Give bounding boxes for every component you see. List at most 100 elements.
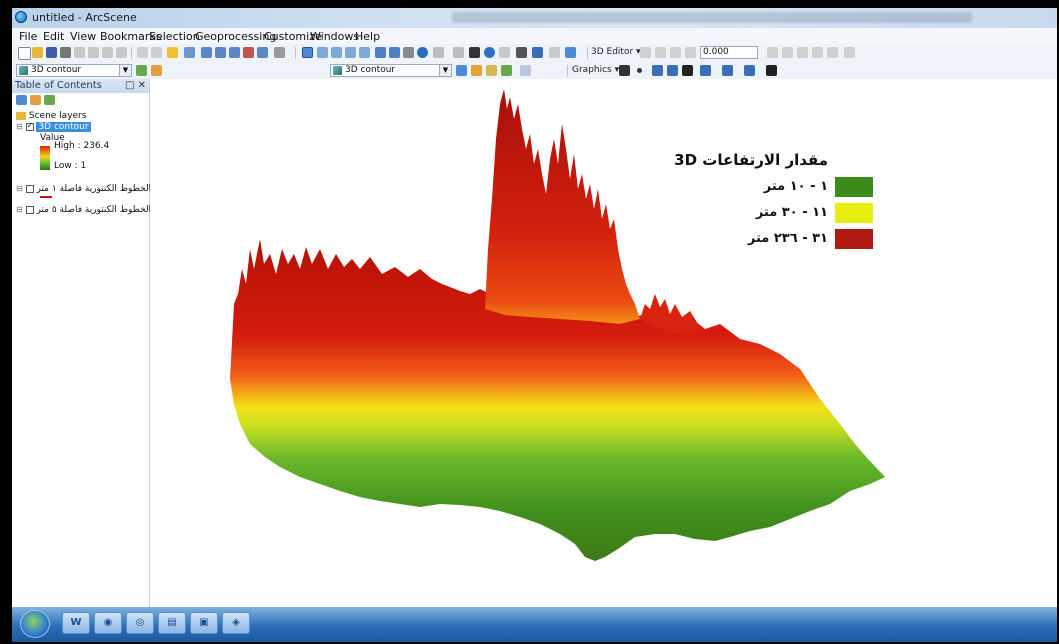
menu-edit[interactable]: Edit <box>43 30 65 43</box>
steepest-path-icon[interactable] <box>471 65 482 76</box>
toc-layer-contour-5m[interactable]: ⊟ الخطوط الكنتورية فاصلة ١ متر <box>16 184 151 194</box>
text-graphic-icon[interactable] <box>682 65 693 76</box>
z-value-icon[interactable] <box>685 47 696 58</box>
scene-view[interactable]: مقدار الارتفاعات 3D ١ - ١٠ متر ١١ - ٣٠ م… <box>150 79 1057 607</box>
scene-layers-group[interactable]: Scene layers <box>16 111 86 121</box>
center-on-target-icon[interactable] <box>331 47 342 58</box>
set-observer-icon[interactable] <box>359 47 370 58</box>
layer-name-3d-contour[interactable]: 3D contour <box>36 122 91 132</box>
taskbar-chrome-icon[interactable]: ◉ <box>94 612 122 634</box>
interpolate-point-icon[interactable] <box>520 65 531 76</box>
contour-icon[interactable] <box>456 65 467 76</box>
animation-icon[interactable] <box>565 47 576 58</box>
font-color-icon[interactable] <box>766 65 777 76</box>
edit-tool-icon[interactable] <box>640 47 651 58</box>
delete-icon[interactable] <box>116 47 127 58</box>
open-folder-icon[interactable] <box>32 47 43 58</box>
add-data-icon[interactable] <box>167 47 178 58</box>
fly-icon[interactable] <box>317 47 328 58</box>
chevron-down-icon[interactable]: ▼ <box>439 65 451 76</box>
measure-icon[interactable] <box>532 47 543 58</box>
editor-options-icon[interactable] <box>844 47 855 58</box>
clear-selection-icon[interactable] <box>453 47 464 58</box>
split-tool-icon[interactable] <box>767 47 778 58</box>
graphics-menu[interactable]: Graphics ▾ <box>572 65 620 75</box>
create-features-icon[interactable] <box>827 47 838 58</box>
collapse-icon[interactable]: ⊟ <box>16 205 23 214</box>
list-by-source-icon[interactable] <box>30 95 41 105</box>
sketch-tool-icon[interactable] <box>670 47 681 58</box>
collapse-icon[interactable]: ⊟ <box>16 122 23 131</box>
undo-icon[interactable] <box>137 47 148 58</box>
toc-pane-buttons[interactable]: □ ✕ <box>124 80 146 91</box>
sketch-properties-icon[interactable] <box>812 47 823 58</box>
taskbar-ie-icon[interactable]: ◎ <box>126 612 154 634</box>
edit-annotation-icon[interactable] <box>655 47 666 58</box>
arctoolbox-icon[interactable] <box>243 47 254 58</box>
catalog-window-icon[interactable] <box>215 47 226 58</box>
select-features-icon[interactable] <box>433 47 444 58</box>
paste-icon[interactable] <box>102 47 113 58</box>
save-icon[interactable] <box>46 47 57 58</box>
chevron-down-icon[interactable]: ▼ <box>119 65 131 76</box>
z-value-input[interactable]: 0.000 <box>700 46 758 59</box>
layer-visibility-checkbox[interactable]: ✓ <box>25 121 34 131</box>
select-graphics-icon[interactable] <box>619 65 630 76</box>
point-graphic-icon[interactable] <box>637 68 642 73</box>
toc-window-icon[interactable] <box>201 47 212 58</box>
layer-name-contour-1m[interactable]: الخطوط الكنتورية فاصلة ٥ متر <box>36 205 152 215</box>
zoom-out-icon[interactable] <box>389 47 400 58</box>
taskbar-arcscene-icon[interactable]: ◈ <box>222 612 250 634</box>
pan-icon[interactable] <box>403 47 414 58</box>
full-extent-icon[interactable] <box>417 47 428 58</box>
menu-geoprocessing[interactable]: Geoprocessing <box>195 30 277 43</box>
layout-icon[interactable] <box>549 47 560 58</box>
rotate-tool-icon[interactable] <box>782 47 793 58</box>
marker-color-icon[interactable] <box>700 65 711 76</box>
3d-analyst-icon[interactable] <box>136 65 147 76</box>
layer-combo-right[interactable]: 3D contour ▼ <box>330 64 452 77</box>
select-elements-icon[interactable] <box>469 47 480 58</box>
list-by-visibility-icon[interactable] <box>44 95 55 105</box>
taskbar-app-icon[interactable]: ▣ <box>190 612 218 634</box>
layer-visibility-checkbox[interactable] <box>25 184 34 193</box>
list-by-drawing-order-icon[interactable] <box>16 95 27 105</box>
menu-customize[interactable]: Customize <box>264 30 322 43</box>
redo-icon[interactable] <box>151 47 162 58</box>
toc-layer-3d-contour[interactable]: ⊟ ✓ 3D contour <box>16 121 91 132</box>
polygon-graphic-icon[interactable] <box>667 65 678 76</box>
zoom-to-target-icon[interactable] <box>345 47 356 58</box>
cut-icon[interactable] <box>74 47 85 58</box>
zoom-in-icon[interactable] <box>375 47 386 58</box>
3d-editor-menu[interactable]: 3D Editor ▾ <box>591 47 641 57</box>
print-icon[interactable] <box>60 47 71 58</box>
scene-properties-icon[interactable] <box>184 47 195 58</box>
fill-color-icon[interactable] <box>744 65 755 76</box>
navigate-icon[interactable] <box>302 47 313 58</box>
menu-bookmarks[interactable]: Bookmarks <box>100 30 162 43</box>
interpolate-icon[interactable] <box>151 65 162 76</box>
layer-combo-left[interactable]: 3D contour ▼ <box>16 64 132 77</box>
profile-graph-icon[interactable] <box>501 65 512 76</box>
html-popup-icon[interactable] <box>499 47 510 58</box>
layer-name-contour-5m[interactable]: الخطوط الكنتورية فاصلة ١ متر <box>36 184 152 194</box>
line-graphic-icon[interactable] <box>652 65 663 76</box>
python-window-icon[interactable] <box>257 47 268 58</box>
find-icon[interactable] <box>516 47 527 58</box>
title-bar[interactable]: untitled - ArcScene <box>12 8 1057 28</box>
copy-icon[interactable] <box>88 47 99 58</box>
line-color-icon[interactable] <box>722 65 733 76</box>
menu-selection[interactable]: Selection <box>149 30 200 43</box>
collapse-icon[interactable]: ⊟ <box>16 184 23 193</box>
layer-visibility-checkbox[interactable] <box>25 205 34 214</box>
model-builder-icon[interactable] <box>274 47 285 58</box>
search-window-icon[interactable] <box>229 47 240 58</box>
attributes-icon[interactable] <box>797 47 808 58</box>
line-of-sight-icon[interactable] <box>486 65 497 76</box>
taskbar-explorer-icon[interactable]: ▤ <box>158 612 186 634</box>
identify-icon[interactable] <box>484 47 495 58</box>
start-button[interactable] <box>20 610 50 638</box>
menu-windows[interactable]: Windows <box>310 30 360 43</box>
menu-file[interactable]: File <box>19 30 38 43</box>
toc-layer-contour-1m[interactable]: ⊟ الخطوط الكنتورية فاصلة ٥ متر <box>16 205 151 215</box>
